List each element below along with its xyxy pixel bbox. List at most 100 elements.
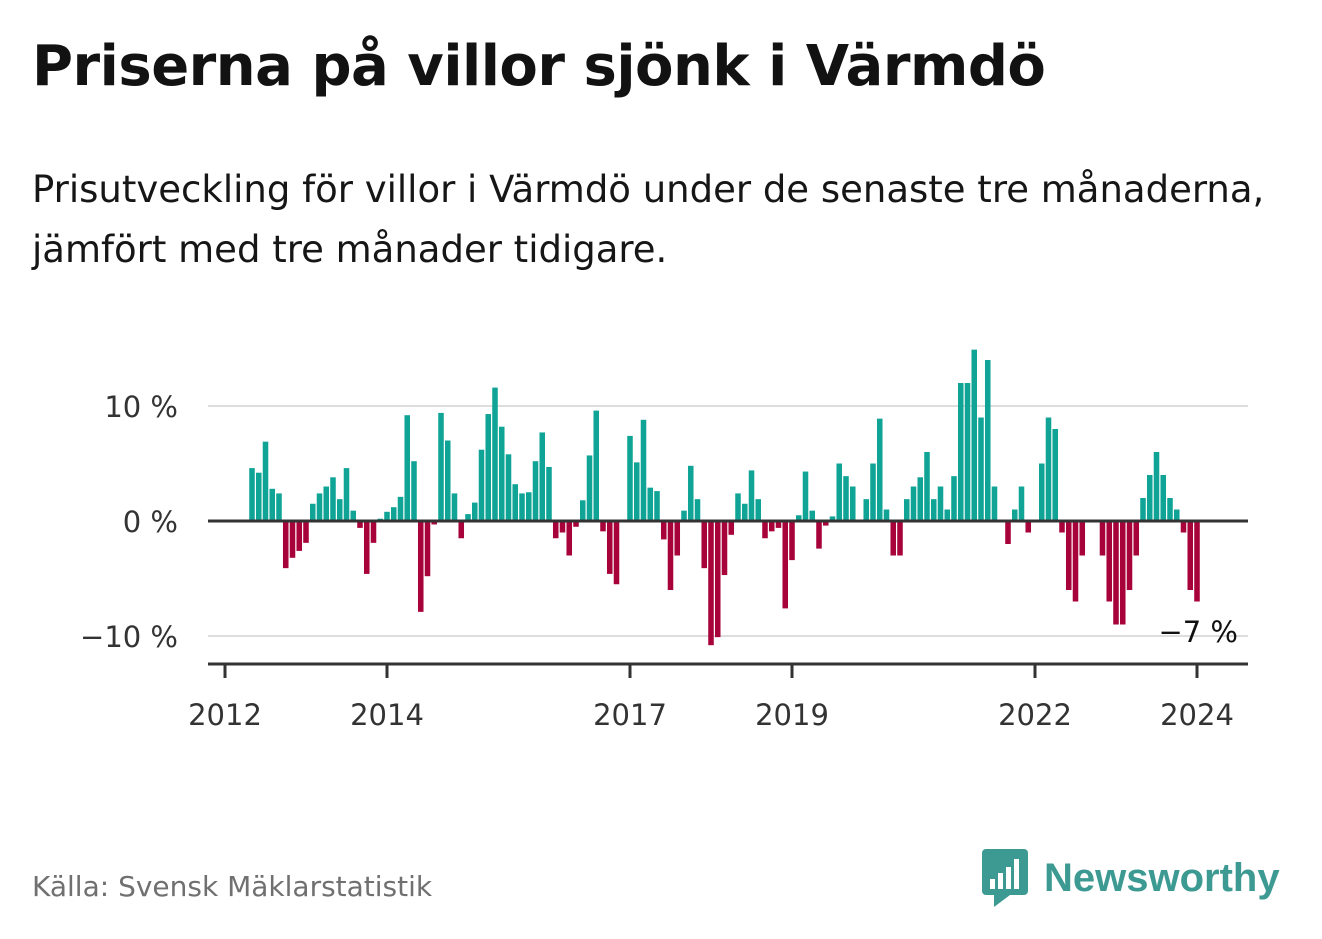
bar [424,521,431,577]
bar [984,360,991,521]
bar-chart: 10 % 0 % −10 % 2012 2014 2017 2019 2022 2024 −7 % [80,349,1248,732]
bar [249,468,255,521]
source-note: Källa: Svensk Mäklarstatistik [32,870,433,903]
bar [802,471,809,521]
bar [525,492,532,521]
bar [1126,521,1133,590]
bar [363,521,370,574]
bar [789,521,795,561]
bar [1099,521,1106,556]
brand: Newsworthy [980,848,1280,908]
axis-labels: 10 % 0 % −10 % 2012 2014 2017 2019 2022 2024 −7 % [80,390,1238,732]
bar [512,484,519,521]
bar [606,521,613,574]
bar [748,470,755,521]
bar [762,521,768,539]
bar [971,349,978,521]
bar [701,521,708,569]
bar [1072,521,1079,602]
bar [282,521,289,569]
bar [262,441,269,521]
x-tick-label: 2012 [188,698,262,732]
bar [829,516,836,521]
bar [674,521,681,556]
axes [208,519,1248,678]
bar [1079,521,1086,556]
bar [350,510,357,521]
bar [336,499,343,521]
bar [384,511,390,521]
bar [485,414,492,521]
bar [1180,521,1187,533]
bar [930,499,937,521]
bar [1173,509,1180,521]
bar [613,521,620,585]
x-tick-label: 2017 [593,698,667,732]
bar [822,521,829,526]
bar [910,486,917,521]
bar [370,521,377,543]
bar [1194,521,1200,602]
newsworthy-logo-icon [982,849,1028,907]
bar [721,521,728,576]
bar [660,521,667,540]
bar [492,387,498,521]
bar [1018,486,1025,521]
bar [1119,521,1126,625]
bar [1065,521,1072,590]
bar [438,412,444,521]
bar [627,435,633,521]
page-title: Priserna på villor sjönk i Värmdö [32,34,1046,99]
bar [411,461,417,521]
bar [957,383,964,521]
bar [289,521,296,558]
bar [741,503,748,521]
bar [1160,475,1167,521]
bar [836,463,843,521]
bar [876,418,883,521]
bar [451,493,458,521]
bar [843,476,849,521]
bar [917,477,924,521]
bar [276,493,282,521]
y-tick-label: −10 % [80,620,178,654]
bar [417,521,424,612]
bar [870,463,876,521]
bar [667,521,674,590]
bar [269,488,276,521]
bar [863,499,870,521]
bar [687,465,694,521]
bar [519,493,525,521]
x-tick-label: 2019 [755,698,829,732]
bar [566,521,573,556]
bar [1025,521,1032,533]
bar [296,521,303,551]
bar [681,510,687,521]
bar [471,502,478,521]
bar [1113,521,1119,625]
bar [579,500,586,521]
bar [444,440,451,521]
bar [735,493,741,521]
bar [539,432,546,521]
bar [532,461,539,521]
bar [795,515,802,521]
bar [1153,452,1160,521]
brand-name: Newsworthy [1044,855,1280,900]
bar [600,521,606,532]
bar [768,521,775,532]
bar [903,499,910,521]
bar [1106,521,1113,602]
y-tick-label: 0 % [123,505,178,539]
bar [303,521,309,543]
bar [755,499,762,521]
last-value-label: −7 % [1158,615,1238,649]
bar [1133,521,1140,556]
bar [714,521,721,638]
bar [944,509,951,521]
bar [1146,475,1153,521]
bar [309,503,316,521]
bar [478,449,485,521]
x-tick-label: 2022 [998,698,1072,732]
y-tick-label: 10 % [104,390,178,424]
